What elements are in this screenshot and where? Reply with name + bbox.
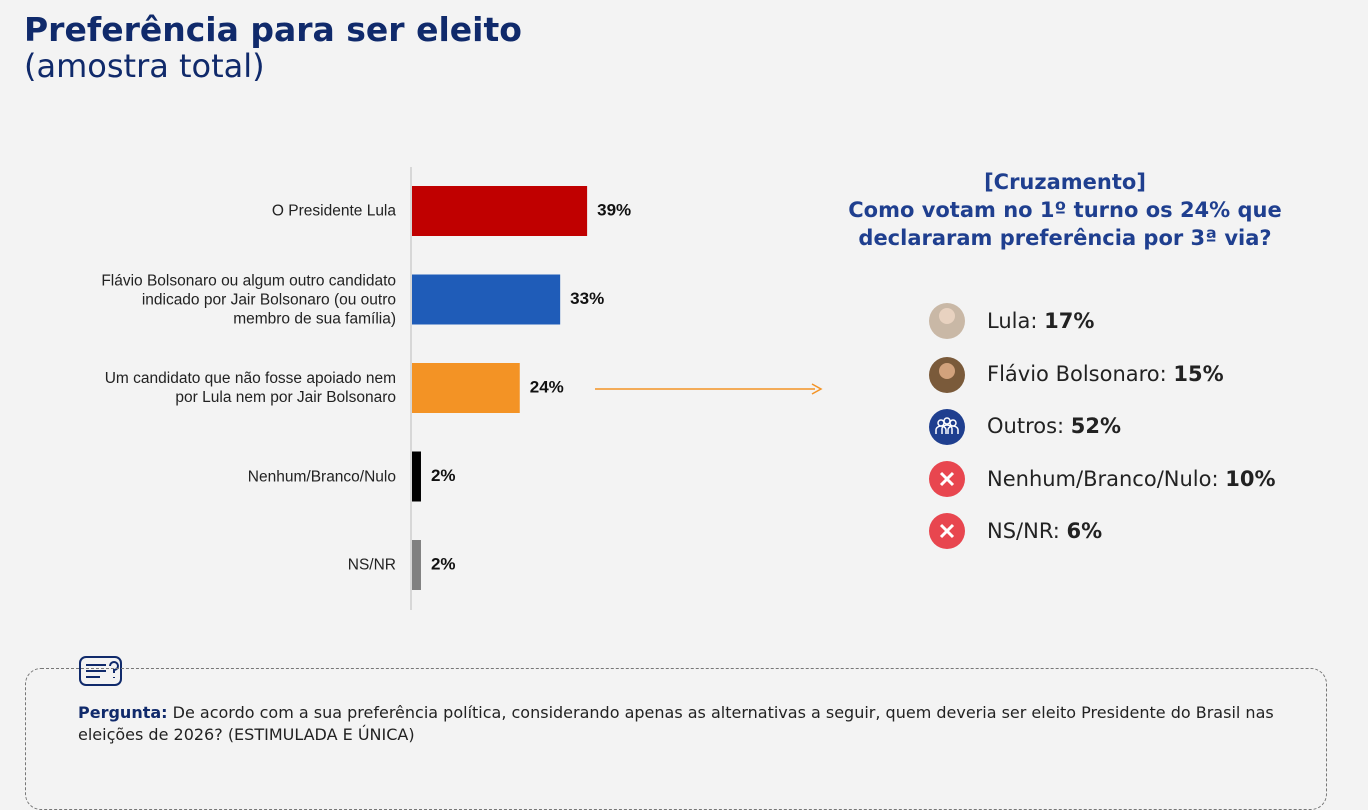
bar [412, 363, 520, 413]
item-value: 17% [1044, 309, 1095, 333]
question-icon [79, 656, 122, 686]
category-label: NS/NR [347, 556, 396, 574]
icons [929, 303, 965, 549]
bar [412, 274, 561, 325]
bar [412, 540, 421, 590]
footer-label: Pergunta: [78, 703, 168, 722]
footer-text: De acordo com a sua preferência política… [78, 703, 1274, 744]
icon-x-mark [939, 471, 955, 487]
crosstab-item: Lula: 17% [987, 309, 1094, 333]
value-label: 2% [431, 554, 456, 573]
item-value: 52% [1070, 414, 1122, 438]
item-label: Nenhum/Branco/Nulo: [987, 466, 1219, 491]
icon-people [935, 417, 959, 434]
item-label: Outros: [987, 414, 1065, 438]
icon-outros [929, 409, 965, 445]
value-label: 2% [431, 466, 456, 485]
page-title: Preferência para ser eleito [24, 10, 522, 49]
crosstab-subtitle: Como votam no 1º turno os 24% que declar… [848, 198, 1282, 250]
item-label: NS/NR: [987, 519, 1060, 543]
crosstab-item: Outros: 52% [987, 414, 1121, 438]
category-label: Um candidato que não fosse apoiado nem p… [104, 370, 396, 406]
page: Preferência para ser eleito (amostra tot… [24, 10, 1327, 810]
crosstab-title: [Cruzamento] [984, 170, 1146, 194]
item-value: 15% [1173, 361, 1224, 386]
value-label: 24% [530, 377, 564, 396]
crosstab-item: NS/NR: 6% [987, 519, 1102, 543]
item-label: Flávio Bolsonaro: [987, 361, 1167, 386]
category-label: Flávio Bolsonaro ou algum outro candidat… [101, 272, 396, 327]
icon-face [939, 308, 955, 324]
value-label: 39% [597, 200, 631, 219]
crosstab-item: Nenhum/Branco/Nulo: 10% [987, 467, 1276, 491]
item-value: 6% [1066, 519, 1103, 543]
footer: Pergunta: De acordo com a sua preferênci… [78, 702, 1318, 746]
bar [412, 186, 588, 236]
icon-face [939, 363, 955, 379]
crosstab-item: Flávio Bolsonaro: 15% [987, 362, 1224, 386]
page-subtitle: (amostra total) [24, 47, 265, 85]
item-value: 10% [1225, 466, 1276, 491]
bar [412, 451, 421, 502]
category-label: Nenhum/Branco/Nulo [247, 468, 396, 485]
category-label: O Presidente Lula [271, 202, 396, 220]
value-label: 33% [570, 289, 604, 308]
arrow-head [811, 383, 823, 395]
icon-x-mark [939, 523, 955, 539]
item-label: Lula: [987, 309, 1038, 333]
chart: 39% 33% 24% 2% 2% [79, 167, 965, 686]
crosstab-header: [Cruzamento] Como votam no 1º turno os 2… [840, 168, 1290, 252]
